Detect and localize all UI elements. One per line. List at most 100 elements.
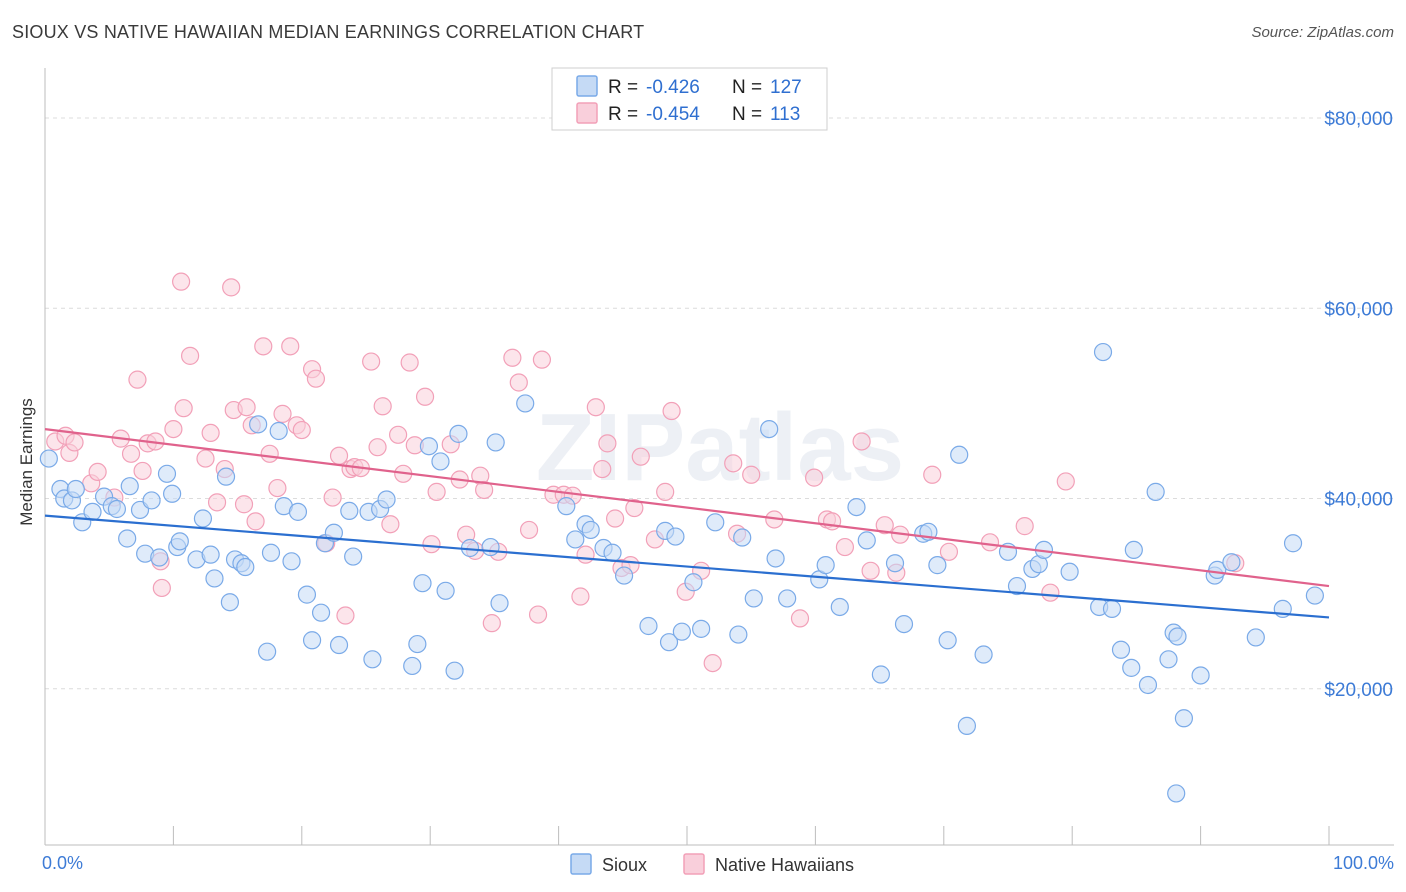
y-tick-label: $40,000 [1324,490,1393,511]
point-sioux [344,547,363,566]
point-native-hawaiians [1041,583,1060,602]
point-sioux [142,491,161,510]
point-sioux [639,616,658,636]
point-sioux [150,548,169,567]
point-sioux [733,528,752,547]
point-native-hawaiians [133,461,152,481]
point-sioux [39,449,58,468]
point-sioux [1174,709,1194,728]
stats-legend: R = -0.426 N = 127 R = -0.454 N = 113 [551,67,828,131]
point-native-hawaiians [234,495,254,514]
point-sioux [830,597,849,617]
point-native-hawaiians [121,444,141,463]
point-sioux [894,614,914,634]
series-sioux-points [39,342,1324,803]
legend-swatch-sioux [576,75,598,97]
point-native-hawaiians [822,512,842,531]
point-native-hawaiians [196,449,215,468]
point-native-hawaiians [164,419,183,439]
point-native-hawaiians [260,444,279,463]
point-sioux [729,625,748,644]
point-sioux [486,433,505,452]
point-sioux [258,642,277,661]
point-native-hawaiians [1015,517,1034,536]
legend-swatch-native-hawaiians [576,102,598,124]
point-native-hawaiians [835,537,855,557]
point-sioux [216,467,236,486]
legend-r-label-sioux: R = [608,77,638,98]
point-sioux [614,566,634,585]
point-native-hawaiians [1056,472,1075,491]
point-sioux [408,634,427,654]
point-sioux [1138,675,1158,695]
point-sioux [666,527,685,546]
point-sioux [974,645,993,664]
trend-line-sioux [44,514,1330,619]
point-native-hawaiians [152,578,171,598]
point-native-hawaiians [939,542,959,561]
point-native-hawaiians [329,446,349,465]
point-native-hawaiians [576,545,595,564]
x-tick-label-max: 100.0% [1333,853,1394,873]
legend-n-value-native-hawaiians: 113 [770,104,800,125]
point-sioux [419,437,439,456]
point-sioux [847,497,866,517]
point-sioux [766,549,785,568]
point-native-hawaiians [128,370,147,389]
point-native-hawaiians [254,337,273,356]
point-sioux [261,543,281,562]
point-native-hawaiians [742,465,761,484]
legend-r-label-native-hawaiians: R = [608,104,638,125]
point-sioux [445,661,464,680]
point-native-hawaiians [805,468,824,487]
legend-n-label-sioux: N = [732,77,762,98]
chart-title: SIOUX VS NATIVE HAWAIIAN MEDIAN EARNINGS… [12,22,645,42]
point-native-hawaiians [571,587,590,606]
point-native-hawaiians [180,346,200,365]
point-sioux [302,631,322,650]
point-sioux [201,545,220,564]
point-native-hawaiians [368,438,387,457]
legend-n-value-sioux: 127 [770,77,802,98]
point-sioux [1102,599,1122,618]
point-sioux [1007,576,1027,596]
point-sioux [1093,342,1113,362]
point-sioux [1222,553,1241,572]
trend-lines [44,428,1330,619]
y-axis-label: Median Earnings [17,398,36,526]
point-sioux [481,537,500,557]
point-native-hawaiians [281,337,300,356]
point-native-hawaiians [482,614,501,633]
point-sioux [1122,658,1141,677]
point-native-hawaiians [88,462,107,482]
point-sioux [603,543,622,562]
point-sioux [282,552,301,571]
point-sioux [1124,540,1143,560]
point-native-hawaiians [427,482,446,501]
bottom-legend-label-native-hawaiians: Native Hawaiians [715,855,854,875]
point-sioux [66,479,85,499]
point-sioux [269,421,288,441]
point-sioux [1191,666,1210,685]
point-sioux [157,464,177,483]
point-native-hawaiians [306,369,326,388]
point-sioux [1060,562,1079,581]
point-sioux [1146,482,1165,501]
point-sioux [1208,560,1227,579]
point-native-hawaiians [631,447,650,466]
point-native-hawaiians [422,535,441,554]
point-sioux [363,650,382,669]
point-sioux [566,530,585,549]
point-native-hawaiians [400,353,419,372]
point-sioux [1246,628,1265,647]
point-native-hawaiians [362,352,381,371]
point-native-hawaiians [662,401,681,421]
point-sioux [871,665,890,684]
point-sioux [220,593,239,612]
point-native-hawaiians [790,609,810,628]
point-native-hawaiians [532,350,552,369]
point-native-hawaiians [381,515,400,534]
point-sioux [957,716,977,735]
point-sioux [857,531,876,550]
point-sioux [938,631,957,650]
